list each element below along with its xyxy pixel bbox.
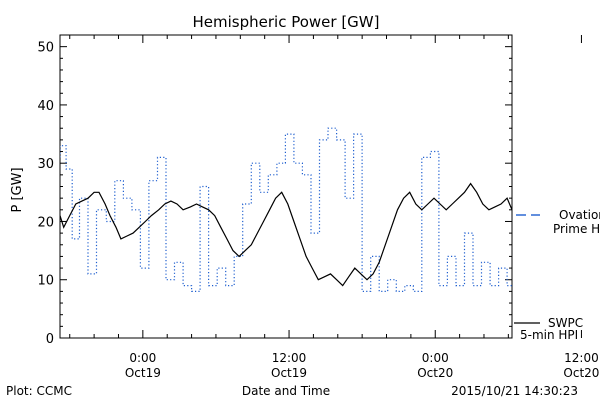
- legend-swpc-label: SWPC: [548, 316, 583, 330]
- y-tick-label: 50: [37, 41, 54, 56]
- x-tick-date: Oct19: [271, 366, 307, 380]
- series-layer: [60, 127, 512, 292]
- legend-swpc-label: 5-min HPI: [520, 328, 578, 342]
- chart-title: Hemispheric Power [GW]: [193, 13, 380, 31]
- x-tick-time: 12:00: [272, 351, 307, 365]
- y-axis-label: P [GW]: [10, 167, 25, 212]
- y-tick-label: 20: [37, 215, 54, 230]
- swpc-series-line: [60, 182, 512, 287]
- x-axis-label: Date and Time: [242, 384, 330, 398]
- y-tick-label: 40: [37, 99, 54, 114]
- x-tick-time: 12:00: [564, 351, 599, 365]
- legend-ovation-label: Ovation: [559, 208, 600, 222]
- x-tick-time: 0:00: [129, 351, 156, 365]
- y-tick-label: 0: [46, 332, 54, 347]
- plot-frame: [59, 34, 513, 339]
- footer-timestamp: 2015/10/21 14:30:23: [451, 384, 578, 398]
- legend-ovation-label: Prime HPI: [553, 222, 600, 236]
- x-tick-date: Oct20: [563, 366, 599, 380]
- y-tick-label: 30: [37, 157, 54, 172]
- x-tick-date: Oct19: [125, 366, 161, 380]
- x-tick-time: 0:00: [422, 351, 449, 365]
- x-tick-date: Oct20: [417, 366, 453, 380]
- ovation-prime-series-line: [60, 127, 512, 292]
- plot-axes: 010203040500:00Oct1912:00Oct190:00Oct201…: [37, 34, 599, 380]
- y-tick-label: 10: [37, 274, 54, 289]
- footer-plot-source: Plot: CCMC: [6, 384, 72, 398]
